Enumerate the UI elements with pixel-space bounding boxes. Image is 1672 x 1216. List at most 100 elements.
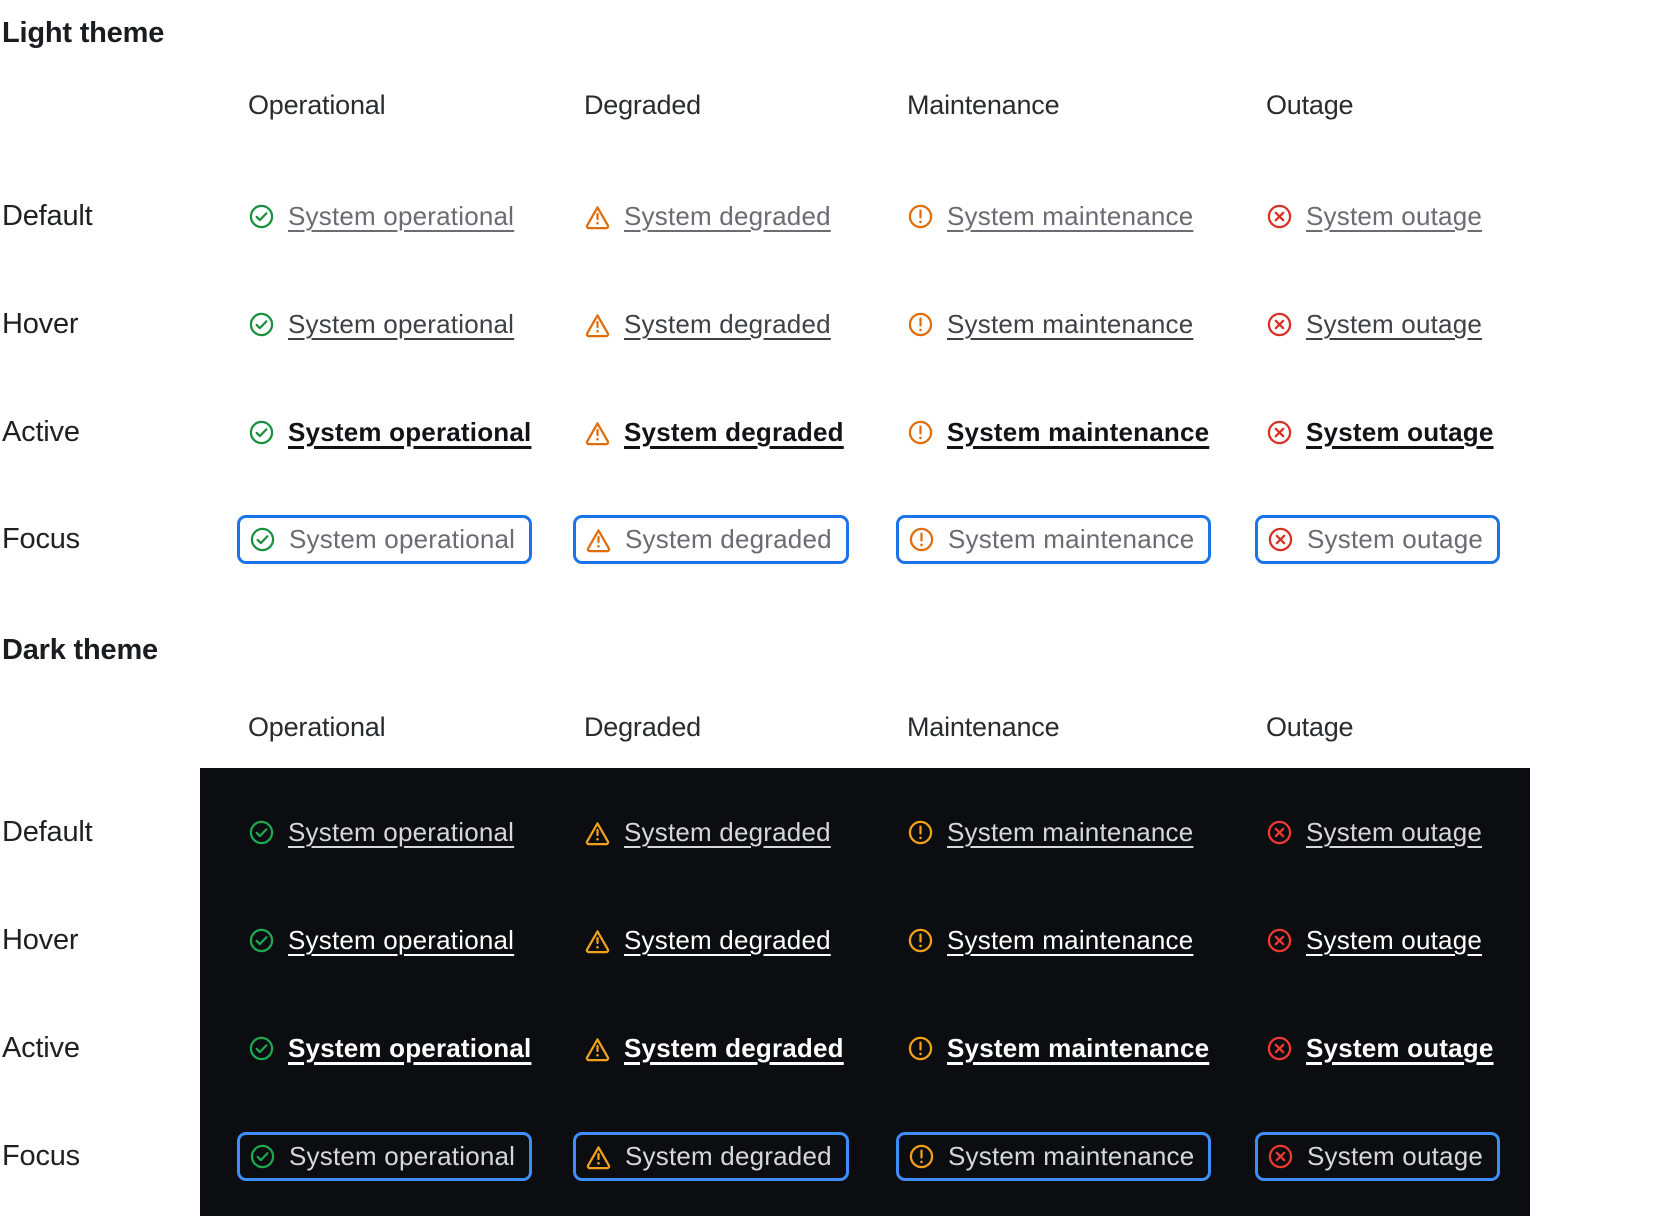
focus-ring: System operational [237,514,533,564]
status-link[interactable]: System degraded [584,917,831,963]
dark-theme-panel [200,768,1530,1216]
state-label-focus: Focus [2,1139,80,1172]
status-link[interactable]: System maintenance [896,1131,1212,1181]
state-label-hover: Hover [2,307,79,340]
column-header-outage: Outage [1266,90,1354,120]
status-link[interactable]: System outage [1266,809,1482,855]
status-link[interactable]: System operational [237,1131,533,1181]
status-link-label: System operational [288,200,515,231]
column-header-operational: Operational [248,90,386,120]
status-link-label: System maintenance [947,924,1194,955]
status-link-label: System maintenance [947,1032,1210,1063]
warning-triangle-icon [584,819,611,846]
status-link-label: System maintenance [947,200,1194,231]
status-link[interactable]: System degraded [584,1025,844,1071]
status-link-label: System operational [288,308,515,339]
column-header-degraded: Degraded [584,90,701,120]
state-label-hover: Hover [2,923,79,956]
status-link[interactable]: System outage [1255,514,1501,564]
status-link-label: System outage [1306,416,1494,447]
warning-triangle-icon [584,927,611,954]
status-link[interactable]: System operational [248,409,531,455]
status-link-label: System operational [289,1140,516,1171]
status-link[interactable]: System operational [237,514,533,564]
alert-circle-icon [907,819,934,846]
status-link-label: System outage [1306,200,1483,231]
status-link[interactable]: System degraded [573,1131,849,1181]
status-link[interactable]: System degraded [573,514,849,564]
status-link-label: System outage [1306,308,1483,339]
status-link[interactable]: System outage [1266,409,1494,455]
status-link[interactable]: System maintenance [907,301,1193,347]
status-link-label: System operational [288,924,515,955]
x-circle-icon [1266,927,1293,954]
x-circle-icon [1266,1035,1293,1062]
status-link[interactable]: System maintenance [896,514,1212,564]
status-link-label: System operational [288,416,532,447]
state-label-active: Active [2,1031,80,1064]
state-label-default: Default [2,815,93,848]
status-link[interactable]: System maintenance [907,917,1193,963]
status-link-label: System operational [288,816,515,847]
status-link[interactable]: System degraded [584,809,831,855]
column-header-degraded: Degraded [584,712,701,742]
status-link[interactable]: System operational [248,809,514,855]
status-link-label: System maintenance [948,523,1195,554]
status-link[interactable]: System outage [1266,1025,1494,1071]
check-circle-icon [248,1035,275,1062]
state-label-default: Default [2,199,93,232]
column-header-maintenance: Maintenance [907,712,1060,742]
status-link-label: System outage [1306,816,1483,847]
state-label-focus: Focus [2,522,80,555]
status-link[interactable]: System maintenance [907,809,1193,855]
status-link-label: System outage [1306,924,1483,955]
status-link-label: System degraded [624,816,831,847]
status-link[interactable]: System maintenance [907,409,1209,455]
focus-ring: System operational [237,1131,533,1181]
status-link-label: System degraded [624,308,831,339]
light-theme-title: Light theme [2,17,165,49]
x-circle-icon [1266,819,1293,846]
status-link-label: System degraded [624,200,831,231]
status-link[interactable]: System outage [1266,301,1482,347]
status-link[interactable]: System maintenance [907,1025,1209,1071]
status-link[interactable]: System degraded [584,301,831,347]
status-link-label: System maintenance [947,816,1194,847]
alert-circle-icon [908,1143,935,1170]
status-link-label: System maintenance [948,1140,1195,1171]
status-link[interactable]: System operational [248,193,514,239]
dark-default-row: System operational System degraded Syste… [0,809,1672,855]
focus-ring: System outage [1255,1131,1501,1181]
status-link[interactable]: System operational [248,301,514,347]
light-hover-row: System operational System degraded Syste… [0,301,1672,347]
status-link[interactable]: System operational [248,917,514,963]
dark-focus-row: System operational System degraded Syste… [0,1131,1672,1181]
light-focus-row: System operational System degraded Syste… [0,514,1672,564]
light-active-row: System operational System degraded Syste… [0,409,1672,455]
status-link[interactable]: System degraded [584,409,844,455]
status-link-label: System operational [288,1032,532,1063]
check-circle-icon [248,819,275,846]
status-link[interactable]: System maintenance [907,193,1193,239]
status-link[interactable]: System outage [1266,193,1482,239]
light-default-row: System operational System degraded Syste… [0,193,1672,239]
status-link[interactable]: System outage [1255,1131,1501,1181]
status-link-label: System degraded [624,924,831,955]
dark-hover-row: System operational System degraded Syste… [0,917,1672,963]
check-circle-icon [248,927,275,954]
focus-ring: System degraded [573,514,849,564]
column-header-maintenance: Maintenance [907,90,1060,120]
status-link[interactable]: System outage [1266,917,1482,963]
status-link[interactable]: System degraded [584,193,831,239]
warning-triangle-icon [585,1143,612,1170]
dark-theme-title: Dark theme [2,634,158,666]
status-link-label: System maintenance [947,308,1194,339]
status-link[interactable]: System operational [248,1025,531,1071]
status-link-label: System degraded [625,523,832,554]
alert-circle-icon [907,927,934,954]
status-link-label: System outage [1306,1032,1494,1063]
check-circle-icon [249,1143,276,1170]
state-label-active: Active [2,415,80,448]
